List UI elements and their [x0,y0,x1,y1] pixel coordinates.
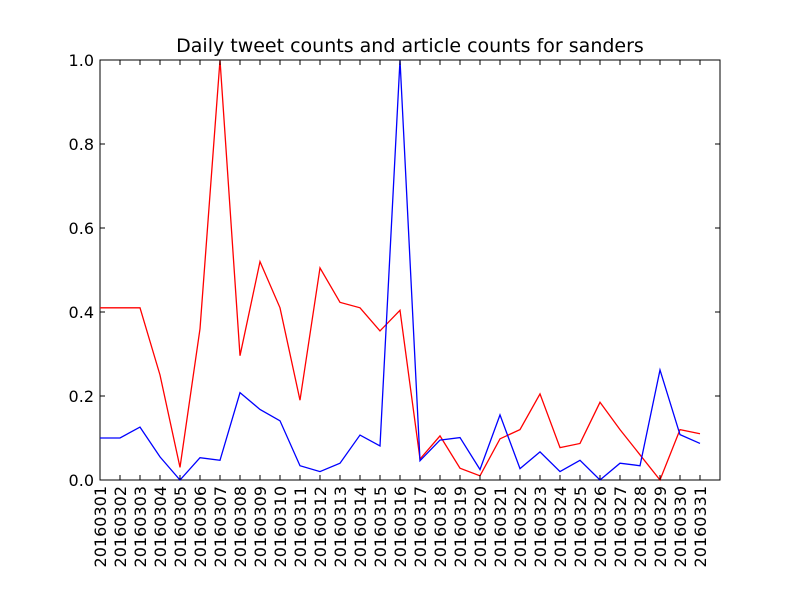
x-tick-label: 20160324 [551,486,570,567]
x-tick-label: 20160312 [311,486,330,567]
x-tick-label: 20160319 [451,486,470,567]
x-axis: 20160301 20160302 20160303 20160304 20160305… [91,60,710,567]
x-tick-label: 20160309 [251,486,270,567]
x-tick-label: 20160315 [371,486,390,567]
y-tick-label: 0.0 [69,471,94,490]
x-tick-label: 20160303 [131,486,150,567]
x-tick-label: 20160314 [351,486,370,567]
x-tick-label: 20160321 [491,486,510,567]
x-tick-label: 20160318 [431,486,450,567]
x-tick-label: 20160323 [531,486,550,567]
x-tick-label: 20160302 [111,486,130,567]
series-line-1 [100,59,701,482]
x-tick-label: 20160306 [191,486,210,567]
x-tick-label: 20160305 [171,486,190,567]
y-tick-label: 0.8 [69,135,94,154]
x-tick-label: 20160310 [271,486,290,567]
y-tick-label: 0.4 [69,303,94,322]
x-tick-label: 20160326 [591,486,610,567]
x-tick-label: 20160322 [511,486,530,567]
x-tick-label: 20160301 [91,486,110,567]
x-tick-label: 20160330 [671,486,690,567]
y-tick-label: 1.0 [69,51,94,70]
x-tick-label: 20160313 [331,486,350,567]
x-tick-label: 20160327 [611,486,630,567]
y-tick-label: 0.2 [69,387,94,406]
x-tick-label: 20160304 [151,486,170,567]
x-tick-label: 20160328 [631,486,650,567]
x-tick-label: 20160316 [391,486,410,567]
x-tick-label: 20160311 [291,486,310,567]
x-tick-label: 20160325 [571,486,590,567]
chart-title: Daily tweet counts and article counts fo… [176,35,644,57]
x-tick-label: 20160329 [651,486,670,567]
x-tick-label: 20160308 [231,486,250,567]
x-tick-label: 20160320 [471,486,490,567]
x-tick-label: 20160331 [691,486,710,567]
y-tick-label: 0.6 [69,219,94,238]
x-tick-label: 20160317 [411,486,430,567]
x-tick-label: 20160307 [211,486,230,567]
y-axis: 0.0 0.2 0.4 0.6 0.8 1.0 [69,51,720,490]
